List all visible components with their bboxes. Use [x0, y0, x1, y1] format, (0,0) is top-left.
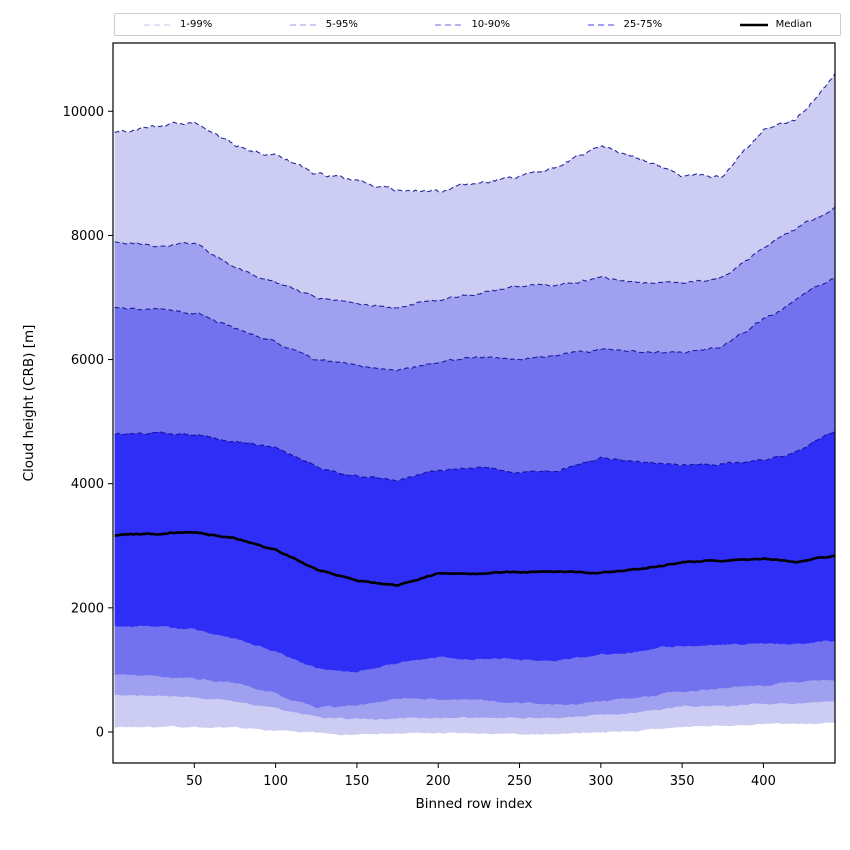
- y-tick-label: 10000: [63, 105, 104, 120]
- legend-label: 5-95%: [325, 19, 358, 30]
- axes-group: 50 100 150 200 250 300 350 40002000400060008000…: [63, 42, 836, 789]
- bands-group: [114, 73, 835, 736]
- percentile-line-p99: [114, 73, 835, 193]
- legend-item-10-90-: 10-90%: [434, 19, 510, 30]
- percentile-line-p75: [114, 430, 835, 482]
- y-tick-label: 6000: [71, 353, 104, 368]
- legend-item-median: Median: [739, 19, 812, 30]
- x-tick-label: 50: [186, 774, 203, 789]
- x-tick-label: 200: [426, 774, 451, 789]
- median-line: [114, 530, 835, 587]
- legend-dashed-line-icon: [587, 23, 616, 26]
- legend-label: 10-90%: [471, 19, 510, 30]
- y-axis-label: Cloud height (CRB) [m]: [21, 325, 37, 482]
- x-tick-label: 300: [588, 774, 613, 789]
- legend-item-5-95-: 5-95%: [289, 19, 358, 30]
- x-tick-label: 250: [507, 774, 532, 789]
- y-tick-label: 0: [96, 725, 104, 740]
- plot-border: [112, 42, 836, 764]
- legend-dashed-line-icon: [289, 23, 318, 26]
- percentile-line-p90: [114, 277, 835, 372]
- legend-label: Median: [775, 19, 812, 30]
- legend-dashed-line-icon: [144, 23, 172, 26]
- legend-label: 1-99%: [180, 19, 213, 30]
- legend-label: 25-75%: [623, 19, 663, 30]
- band-25-75: [114, 430, 835, 673]
- x-tick-label: 100: [263, 774, 288, 789]
- legend-item-1-99-: 1-99%: [143, 19, 212, 30]
- y-tick-label: 4000: [71, 477, 104, 492]
- y-tick-label: 2000: [71, 601, 104, 616]
- legend-dashed-line-icon: [435, 23, 464, 26]
- x-tick-label: 350: [670, 774, 695, 789]
- y-tick-label: 8000: [71, 229, 104, 244]
- x-axis-label: Binned row index: [415, 796, 532, 812]
- x-tick-label: 150: [345, 774, 370, 789]
- legend-item-25-75-: 25-75%: [587, 19, 663, 30]
- legend: 1-99% 5-95% 10-90% 25-75% Median: [114, 13, 841, 36]
- legend-solid-line-icon: [739, 23, 768, 26]
- percentile-line-p95: [114, 206, 835, 309]
- x-tick-label: 400: [751, 774, 776, 789]
